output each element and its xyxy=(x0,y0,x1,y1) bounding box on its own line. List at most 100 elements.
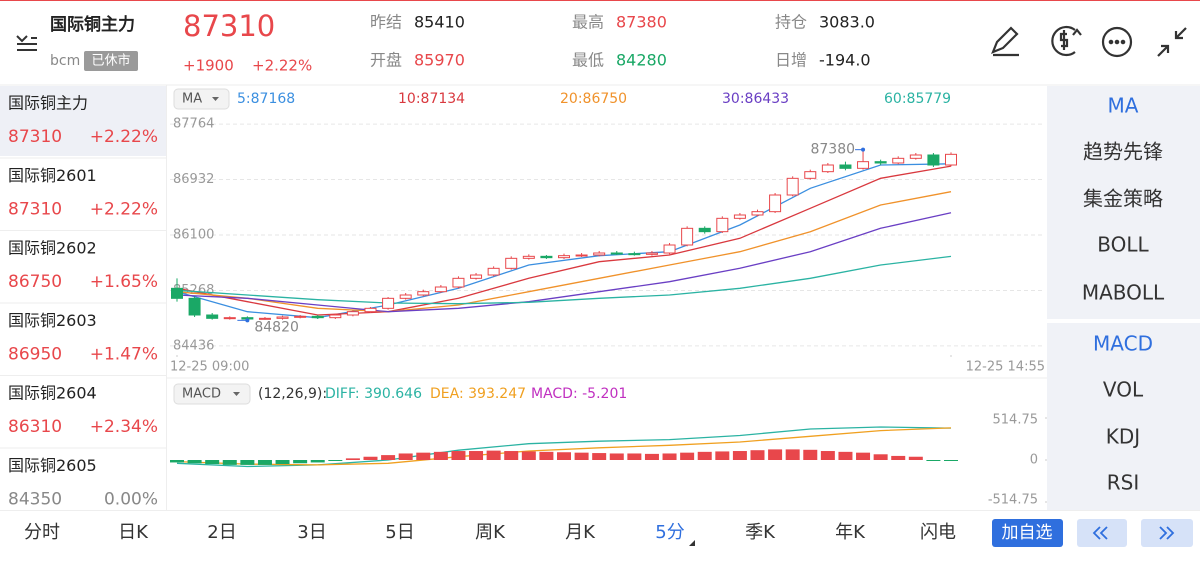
candle-body xyxy=(716,217,729,233)
macd-bar xyxy=(433,451,448,460)
indicator-option[interactable]: MACD xyxy=(1093,332,1153,356)
candle-body xyxy=(874,161,887,164)
candle-body xyxy=(663,244,676,254)
macd-bar xyxy=(557,452,571,460)
add-button-label[interactable]: 加自选 xyxy=(1002,523,1053,543)
legend-entry: 20:86750 xyxy=(560,91,627,107)
ma-line xyxy=(176,165,952,316)
period-tab[interactable]: 闪电 xyxy=(920,522,956,543)
currency-icon[interactable] xyxy=(1051,25,1082,57)
ma-line xyxy=(176,255,952,305)
candle-body xyxy=(769,194,782,213)
x-tick-label: 12-25 14:55 xyxy=(966,360,1045,375)
macd-bar xyxy=(856,452,871,460)
candle-body xyxy=(434,286,447,293)
indicator-name: MA xyxy=(182,92,202,107)
indicator-option[interactable]: RSI xyxy=(1107,471,1140,495)
macd-bar xyxy=(944,460,958,461)
macd-bar xyxy=(363,456,378,460)
macd-bar xyxy=(310,460,325,463)
next-arrow xyxy=(1159,526,1175,540)
macd-bar xyxy=(820,451,835,460)
period-tab[interactable]: 日K xyxy=(118,522,149,543)
legend-entry: 60:85779 xyxy=(884,91,951,107)
watch-change: +2.22% xyxy=(90,200,158,220)
legend-entry: MACD: -5.201 xyxy=(531,386,627,402)
add-button[interactable] xyxy=(992,519,1063,547)
last-price: 87310 xyxy=(183,9,275,43)
legend-entry: 10:87134 xyxy=(398,91,465,107)
draw-icon[interactable] xyxy=(991,26,1019,57)
macd-bar xyxy=(539,451,554,460)
stat-label: 持仓 xyxy=(775,13,807,32)
indicator-select[interactable] xyxy=(173,383,251,405)
y-tick-label: 514.75 xyxy=(993,413,1039,428)
period-tab[interactable]: 分时 xyxy=(24,522,60,543)
candle-body xyxy=(628,253,641,256)
price-change-pct: +2.22% xyxy=(252,57,312,75)
candle-body xyxy=(892,157,905,164)
dropdown-arrow xyxy=(212,97,219,101)
candle-body xyxy=(223,317,236,320)
indicator-option[interactable]: MA xyxy=(1108,94,1139,118)
period-tab[interactable]: 年K xyxy=(835,522,866,543)
candle-body xyxy=(487,267,500,276)
macd-bar xyxy=(275,460,290,465)
indicator-option[interactable]: KDJ xyxy=(1106,425,1140,449)
candle-body xyxy=(382,297,395,309)
indicator-option[interactable]: 集金策略 xyxy=(1083,187,1163,211)
x-tick-label: 12-25 09:00 xyxy=(170,360,249,375)
macd-bar xyxy=(891,455,906,460)
indicator-option[interactable]: 趋势先锋 xyxy=(1083,140,1163,164)
macd-bar xyxy=(257,460,272,465)
indicator-panel xyxy=(1047,86,1200,510)
watch-row-selected[interactable] xyxy=(0,86,166,156)
candle-body xyxy=(821,164,834,173)
macd-bar xyxy=(398,453,413,460)
y-tick-label: -514.75 xyxy=(988,493,1038,508)
y-tick-label: 86100 xyxy=(173,228,214,243)
instrument-code: bcm xyxy=(50,53,80,69)
period-tab[interactable]: 周K xyxy=(475,522,506,543)
legend-entry: 5:87168 xyxy=(237,91,295,107)
macd-bar xyxy=(592,453,607,460)
period-tab[interactable]: 2日 xyxy=(207,522,236,543)
candle-body xyxy=(945,153,957,166)
macd-bar xyxy=(750,450,765,460)
macd-bar xyxy=(328,460,343,461)
macd-bar xyxy=(205,460,220,465)
y-tick-label: 84436 xyxy=(173,338,214,353)
macd-bar xyxy=(574,452,589,460)
candle-body xyxy=(698,227,711,233)
period-tab[interactable]: 5日 xyxy=(385,522,414,543)
menu-icon[interactable] xyxy=(16,35,37,51)
period-tab[interactable]: 3日 xyxy=(297,522,326,543)
indicator-option[interactable]: BOLL xyxy=(1097,233,1149,257)
macd-bar xyxy=(416,452,431,460)
legend-entry: DEA: 393.247 xyxy=(430,386,526,402)
macd-bar xyxy=(680,452,695,460)
watch-name: 国际铜2602 xyxy=(8,239,97,258)
macd-bar xyxy=(838,451,853,460)
indicator-select[interactable] xyxy=(173,88,230,110)
period-tab[interactable]: 月K xyxy=(565,522,596,543)
stat-value: 84280 xyxy=(616,51,667,70)
y-tick-label: 0 xyxy=(1030,453,1038,468)
stat-label: 开盘 xyxy=(370,51,402,70)
macd-bar xyxy=(768,449,783,460)
indicator-option[interactable]: MABOLL xyxy=(1082,281,1165,305)
candle-body xyxy=(171,287,183,299)
macd-bar xyxy=(504,451,519,460)
macd-bar xyxy=(381,455,396,460)
indicator-option[interactable]: VOL xyxy=(1103,378,1144,402)
watch-price: 87310 xyxy=(8,200,62,220)
indicator-name: MACD xyxy=(182,387,221,402)
period-tab[interactable]: 季K xyxy=(745,522,776,543)
legend-entry: 30:86433 xyxy=(722,91,789,107)
more-icon[interactable] xyxy=(1101,26,1133,58)
collapse-icon[interactable] xyxy=(1157,27,1187,57)
macd-bar xyxy=(715,451,730,460)
period-tab[interactable]: 5分 xyxy=(655,522,684,543)
stat-label: 日增 xyxy=(775,51,807,70)
stat-value: 85970 xyxy=(414,51,465,70)
